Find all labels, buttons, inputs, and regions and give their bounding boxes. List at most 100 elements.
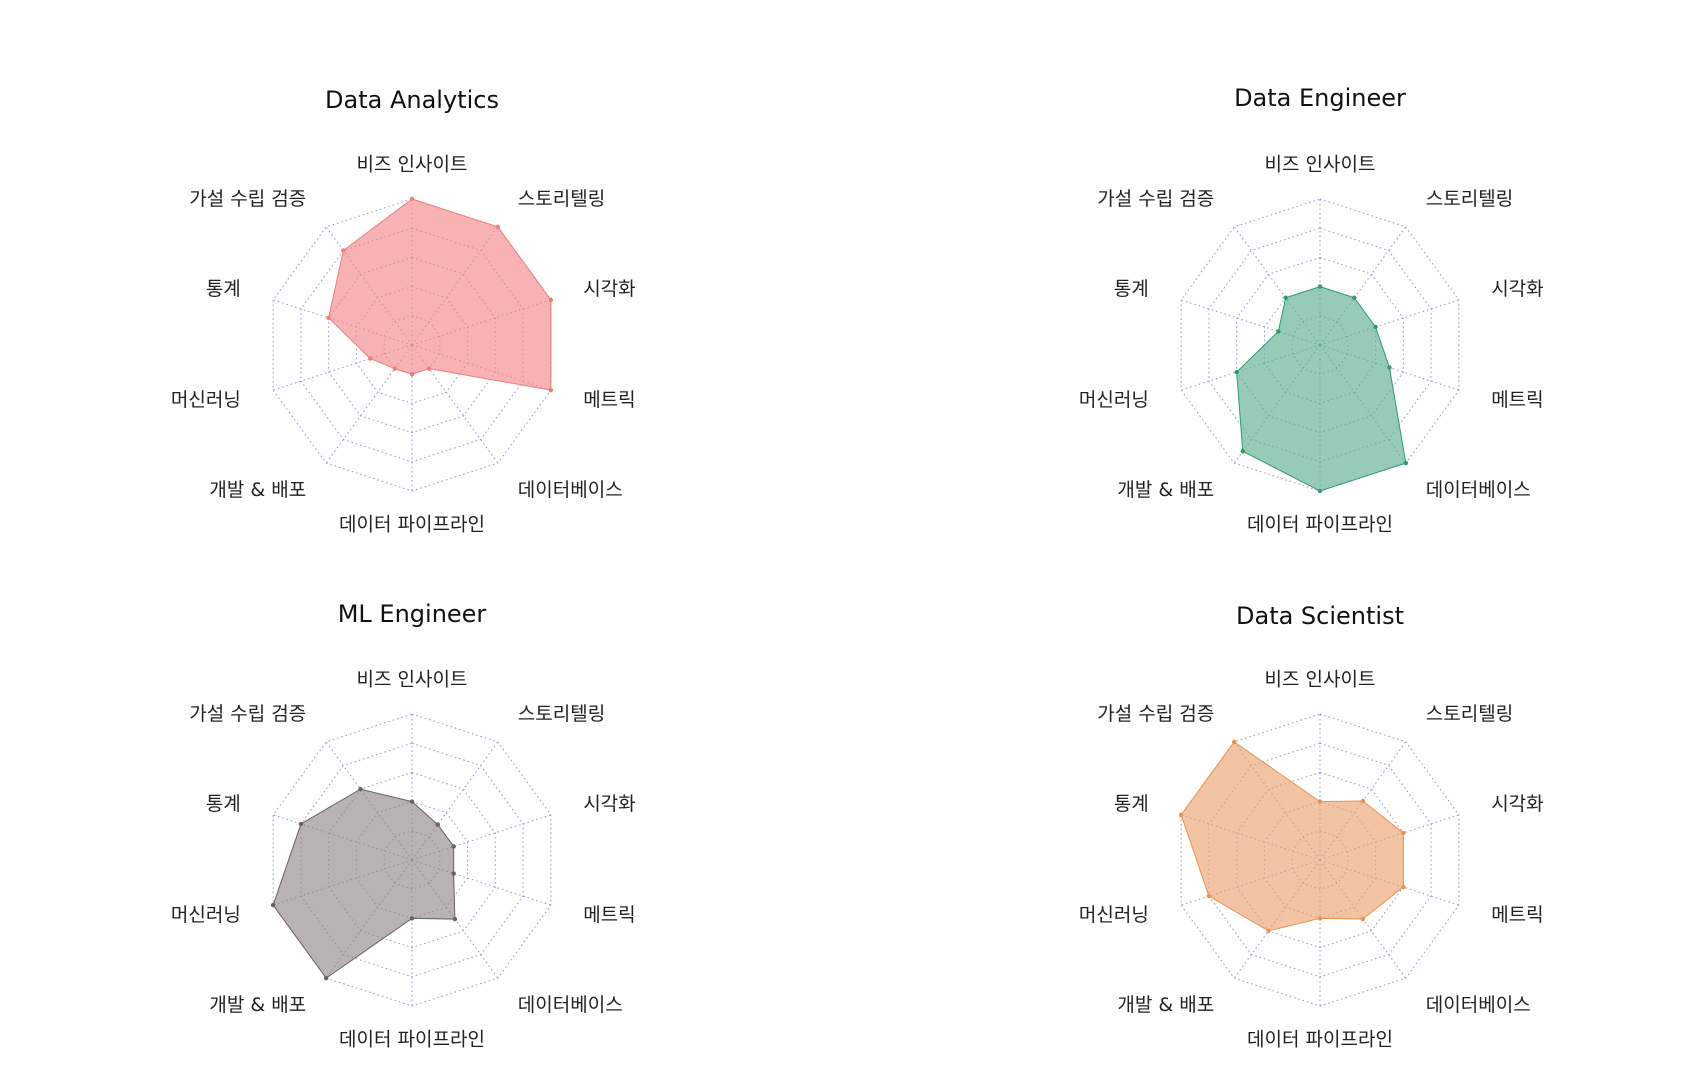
grid-spoke-7 xyxy=(272,344,413,391)
data-point-1 xyxy=(1360,798,1366,804)
data-point-0 xyxy=(409,799,415,804)
data-point-2 xyxy=(1373,324,1378,330)
grid-spoke-8 xyxy=(1180,299,1321,346)
data-point-8 xyxy=(1178,812,1184,818)
axis-label-8: 통계 xyxy=(206,793,241,815)
axis-label-6: 개발 & 배포 xyxy=(209,479,306,501)
grid-ring-4 xyxy=(300,742,524,978)
data-point-7 xyxy=(1234,369,1239,375)
axis-label-7: 머신러닝 xyxy=(171,389,241,411)
axis-label-9: 가설 수립 검증 xyxy=(189,703,306,725)
axis-label-1: 스토리텔링 xyxy=(1426,703,1513,725)
axis-label-8: 통계 xyxy=(206,278,241,300)
grid-spoke-9 xyxy=(1233,226,1321,346)
grid-spoke-1 xyxy=(1319,226,1407,346)
grid-ring-2 xyxy=(355,286,469,404)
data-area xyxy=(272,788,456,979)
axis-label-9: 가설 수립 검증 xyxy=(1097,188,1214,210)
data-point-6 xyxy=(1240,449,1245,454)
axis-label-1: 스토리텔링 xyxy=(518,703,605,725)
grid-spoke-6 xyxy=(325,344,413,464)
axis-label-4: 데이터베이스 xyxy=(518,479,623,501)
axis-label-0: 비즈 인사이트 xyxy=(1265,154,1376,176)
data-point-7 xyxy=(368,356,373,361)
data-point-8 xyxy=(298,821,304,827)
data-point-0 xyxy=(1317,284,1323,289)
grid-spoke-2 xyxy=(1319,299,1460,346)
axis-label-5: 데이터 파이프라인 xyxy=(339,1029,485,1051)
data-point-9 xyxy=(1231,739,1237,745)
axis-label-0: 비즈 인사이트 xyxy=(357,669,468,691)
data-point-7 xyxy=(270,902,276,908)
axis-label-3: 메트릭 xyxy=(583,904,635,926)
axis-label-4: 데이터베이스 xyxy=(1426,994,1531,1016)
data-point-5 xyxy=(1317,916,1323,921)
data-point-9 xyxy=(358,786,363,792)
grid-ring-4 xyxy=(300,227,524,463)
axis-label-2: 시각화 xyxy=(583,793,635,815)
chart-title: Data Scientist xyxy=(1236,602,1404,630)
axis-label-4: 데이터베이스 xyxy=(1426,479,1531,501)
data-point-3 xyxy=(1387,365,1392,370)
axis-label-1: 스토리텔링 xyxy=(1426,188,1513,210)
axis-label-7: 머신러닝 xyxy=(171,904,241,926)
data-point-4 xyxy=(1360,916,1366,922)
data-area xyxy=(328,198,552,391)
chart-title: ML Engineer xyxy=(338,600,487,628)
data-point-0 xyxy=(1317,799,1323,804)
axis-label-8: 통계 xyxy=(1114,793,1149,815)
data-point-6 xyxy=(392,366,398,371)
data-point-6 xyxy=(323,975,329,981)
data-point-6 xyxy=(1266,928,1271,934)
grid-ring-4 xyxy=(1208,742,1432,978)
axis-label-2: 시각화 xyxy=(583,278,635,300)
axis-label-7: 머신러닝 xyxy=(1079,389,1149,411)
axis-label-7: 머신러닝 xyxy=(1079,904,1149,926)
data-point-5 xyxy=(409,372,415,377)
data-point-3 xyxy=(1401,884,1406,890)
axis-label-5: 데이터 파이프라인 xyxy=(1247,514,1393,536)
axis-label-8: 통계 xyxy=(1114,278,1149,300)
data-point-2 xyxy=(1401,830,1406,836)
axis-label-6: 개발 & 배포 xyxy=(1117,479,1214,501)
axis-label-2: 시각화 xyxy=(1491,278,1543,300)
axis-label-3: 메트릭 xyxy=(583,389,635,411)
data-point-8 xyxy=(1276,329,1281,334)
axis-label-2: 시각화 xyxy=(1491,793,1543,815)
data-point-2 xyxy=(451,844,456,849)
grid-spoke-4 xyxy=(411,344,499,464)
axis-label-6: 개발 & 배포 xyxy=(1117,994,1214,1016)
data-point-4 xyxy=(426,366,432,371)
data-point-1 xyxy=(435,822,440,827)
axis-label-3: 메트릭 xyxy=(1491,389,1543,411)
axis-label-5: 데이터 파이프라인 xyxy=(1247,1029,1393,1051)
axis-label-9: 가설 수립 검증 xyxy=(1097,703,1214,725)
axis-label-4: 데이터베이스 xyxy=(518,994,623,1016)
grid-ring-5 xyxy=(272,198,552,492)
data-point-1 xyxy=(1352,295,1357,300)
axis-label-0: 비즈 인사이트 xyxy=(1265,669,1376,691)
grid-ring-5 xyxy=(272,713,552,1007)
axis-label-1: 스토리텔링 xyxy=(518,188,605,210)
data-point-5 xyxy=(1317,488,1323,494)
grid-spoke-2 xyxy=(411,814,552,861)
data-point-4 xyxy=(1403,460,1409,466)
data-point-1 xyxy=(495,224,501,230)
data-point-8 xyxy=(326,315,331,321)
axis-label-9: 가설 수립 검증 xyxy=(189,188,306,210)
data-point-0 xyxy=(409,196,415,202)
chart-title: Data Engineer xyxy=(1234,84,1406,112)
data-point-3 xyxy=(548,387,554,393)
axis-label-5: 데이터 파이프라인 xyxy=(339,514,485,536)
data-point-2 xyxy=(548,297,554,303)
grid-spoke-1 xyxy=(411,741,499,861)
data-point-9 xyxy=(341,248,346,253)
data-point-4 xyxy=(452,916,458,922)
axis-label-0: 비즈 인사이트 xyxy=(357,154,468,176)
data-point-7 xyxy=(1206,893,1212,899)
axis-label-3: 메트릭 xyxy=(1491,904,1543,926)
